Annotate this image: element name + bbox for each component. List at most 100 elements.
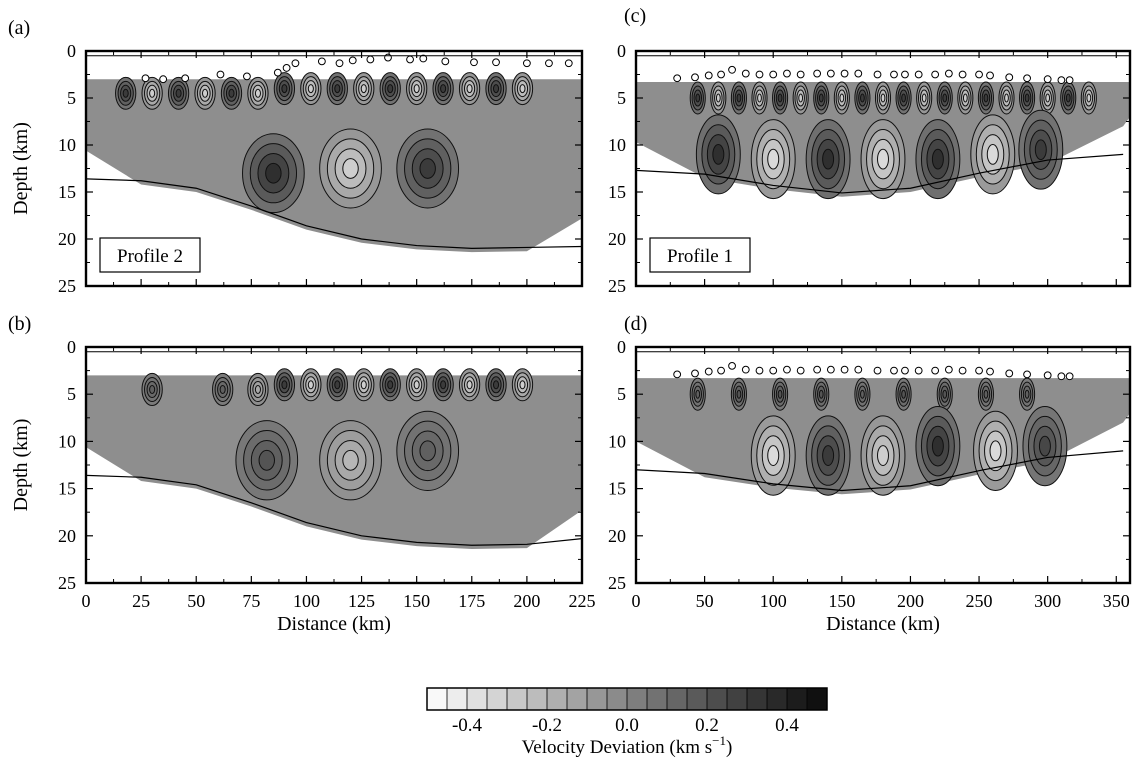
y-tick-label: 15 <box>58 479 76 499</box>
station-marker <box>975 366 983 375</box>
anomaly <box>730 377 747 411</box>
colorbar-cell <box>467 688 488 710</box>
colorbar-cell <box>647 688 668 710</box>
contour-line <box>1004 93 1009 103</box>
station-marker <box>901 366 909 375</box>
profile-label-box <box>99 237 201 273</box>
anomaly <box>977 81 994 115</box>
contour-line <box>798 93 804 103</box>
anomaly <box>710 81 727 115</box>
contour-line <box>839 93 845 103</box>
anomaly <box>485 368 507 402</box>
anomaly <box>813 81 830 115</box>
x-tick-label: 100 <box>760 591 787 611</box>
x-tick-label: 0 <box>632 591 641 611</box>
station-marker <box>1043 371 1052 380</box>
station-marker <box>840 365 849 374</box>
station-marker <box>986 367 994 376</box>
anomaly <box>247 372 269 407</box>
y-tick-label: 20 <box>608 526 626 546</box>
anomaly <box>319 420 382 501</box>
station-marker <box>741 69 750 78</box>
colorbar-cell <box>587 688 608 710</box>
y-axis-label: Depth (km) <box>10 122 32 215</box>
y-tick-label: 5 <box>67 88 76 108</box>
station-marker <box>691 73 699 82</box>
station-marker <box>769 366 778 375</box>
contour-line <box>712 144 725 165</box>
contour-line <box>877 148 889 170</box>
station-marker <box>1005 73 1014 82</box>
anomaly <box>485 72 507 106</box>
colorbar-tick-label: -0.4 <box>452 715 483 736</box>
anomaly <box>379 72 401 106</box>
contour-line <box>149 88 156 98</box>
y-tick-label: 20 <box>608 229 626 249</box>
contour-line <box>757 93 762 103</box>
station-marker <box>931 366 940 375</box>
station-marker <box>854 365 863 374</box>
anomaly <box>379 368 401 402</box>
colorbar-cell <box>727 688 748 710</box>
station-marker <box>181 74 190 83</box>
plot-area <box>86 368 582 550</box>
contour-line <box>736 389 742 399</box>
colorbar-cell <box>787 688 808 710</box>
y-tick-label: 0 <box>67 41 76 61</box>
x-tick-label: 150 <box>403 591 430 611</box>
station-marker <box>769 70 778 79</box>
panel-label: (b) <box>8 313 31 335</box>
contour-line <box>777 389 783 399</box>
anomaly <box>247 76 269 110</box>
y-axis-label: Depth (km) <box>10 419 32 512</box>
contour-line <box>931 435 944 457</box>
anomaly <box>1022 405 1068 487</box>
contour-line <box>342 449 359 471</box>
anomaly <box>1019 377 1036 411</box>
colorbar-tick-label: 0.0 <box>615 715 639 736</box>
colorbar-cell <box>527 688 548 710</box>
x-axis-label: Distance (km) <box>826 613 940 635</box>
station-marker <box>673 370 682 379</box>
station-marker <box>1057 372 1066 381</box>
anomaly <box>998 81 1015 115</box>
station-marker <box>419 54 428 63</box>
colorbar-cell <box>767 688 788 710</box>
y-tick-label: 20 <box>58 229 76 249</box>
station-marker <box>1023 370 1031 379</box>
contour-line <box>387 84 394 94</box>
station-marker <box>914 366 923 375</box>
anomaly <box>220 76 243 110</box>
anomaly <box>973 410 1018 491</box>
contour-line <box>736 93 742 103</box>
station-marker <box>944 69 953 78</box>
station-marker <box>441 57 450 66</box>
contour-line <box>519 380 526 390</box>
contour-line <box>986 144 999 165</box>
colorbar-cell <box>687 688 708 710</box>
anomaly <box>915 405 961 487</box>
station-marker <box>826 365 835 374</box>
station-marker <box>243 72 251 81</box>
anomaly <box>511 72 534 106</box>
colorbar-frame <box>426 687 828 711</box>
y-tick-label: 0 <box>617 337 626 357</box>
colorbar-cell <box>747 688 768 710</box>
contour-line <box>695 93 701 103</box>
plot-area <box>636 65 1130 200</box>
contour-line <box>962 93 968 103</box>
contour-line <box>360 84 367 94</box>
x-axis-label: Distance (km) <box>277 613 391 635</box>
anomaly <box>212 372 234 407</box>
y-tick-label: 10 <box>58 135 76 155</box>
contour-line <box>989 440 1002 462</box>
anomaly <box>833 81 850 115</box>
anomaly <box>970 114 1016 195</box>
plot-area <box>86 53 582 253</box>
anomaly <box>235 420 299 501</box>
anomaly <box>319 128 382 209</box>
anomaly <box>695 114 741 195</box>
contour-line <box>880 93 886 103</box>
contour-line <box>1024 93 1030 103</box>
y-tick-label: 10 <box>58 431 76 451</box>
